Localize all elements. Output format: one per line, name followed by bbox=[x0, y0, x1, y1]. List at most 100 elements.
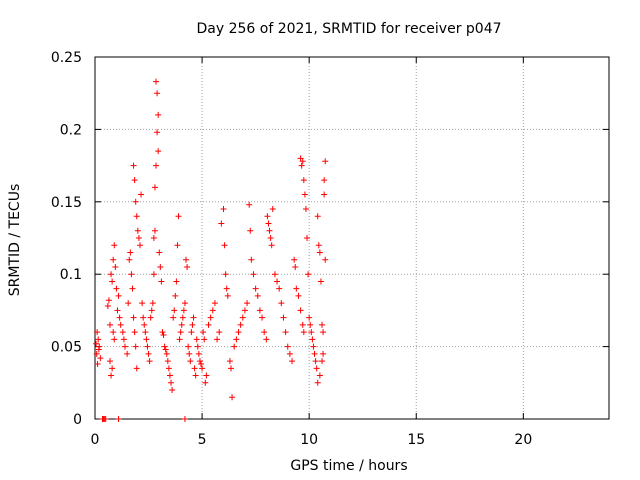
data-point bbox=[191, 365, 198, 372]
data-point bbox=[112, 263, 119, 270]
data-point bbox=[140, 314, 147, 321]
data-point bbox=[139, 300, 146, 307]
data-point bbox=[239, 314, 246, 321]
data-point bbox=[130, 314, 137, 321]
data-point bbox=[133, 365, 140, 372]
data-point bbox=[186, 350, 193, 357]
data-point bbox=[132, 343, 139, 350]
data-point bbox=[201, 336, 208, 343]
x-axis-label: GPS time / hours bbox=[290, 458, 407, 474]
data-point bbox=[106, 358, 113, 365]
data-point bbox=[162, 346, 169, 353]
data-point bbox=[172, 292, 179, 299]
y-tick-label: 0.05 bbox=[51, 340, 82, 356]
data-point bbox=[178, 321, 185, 328]
data-point bbox=[111, 336, 118, 343]
data-point bbox=[316, 372, 323, 379]
data-point bbox=[300, 329, 307, 336]
data-point bbox=[119, 329, 126, 336]
data-point bbox=[286, 350, 293, 357]
data-point bbox=[185, 343, 192, 350]
data-point bbox=[168, 379, 175, 386]
data-point bbox=[200, 329, 207, 336]
data-point bbox=[132, 198, 139, 205]
data-point bbox=[179, 314, 186, 321]
data-point bbox=[301, 191, 308, 198]
data-point bbox=[94, 329, 101, 336]
data-point bbox=[155, 148, 162, 155]
data-point bbox=[187, 358, 194, 365]
data-point bbox=[188, 329, 195, 336]
data-point bbox=[192, 372, 199, 379]
data-point bbox=[199, 365, 206, 372]
data-point bbox=[165, 365, 172, 372]
data-point bbox=[94, 360, 101, 367]
data-point bbox=[315, 242, 322, 249]
data-point bbox=[263, 336, 270, 343]
data-point bbox=[108, 372, 115, 379]
data-point bbox=[181, 300, 188, 307]
data-point bbox=[289, 358, 296, 365]
data-point bbox=[252, 285, 259, 292]
data-point bbox=[241, 307, 248, 314]
data-point bbox=[261, 329, 268, 336]
data-point bbox=[171, 307, 178, 314]
data-point bbox=[127, 249, 134, 256]
data-point bbox=[299, 158, 306, 165]
data-point bbox=[136, 242, 143, 249]
data-point bbox=[293, 285, 300, 292]
data-point bbox=[142, 329, 149, 336]
data-point bbox=[193, 336, 200, 343]
data-point bbox=[321, 177, 328, 184]
data-point bbox=[259, 314, 266, 321]
data-point bbox=[284, 343, 291, 350]
data-point bbox=[126, 256, 133, 263]
x-tick-label: 5 bbox=[198, 432, 207, 448]
data-point bbox=[161, 343, 168, 350]
data-point bbox=[223, 285, 230, 292]
data-point bbox=[244, 300, 251, 307]
data-point bbox=[144, 343, 151, 350]
data-point bbox=[95, 336, 102, 343]
data-point bbox=[233, 336, 240, 343]
data-point bbox=[248, 256, 255, 263]
axis-ticks bbox=[94, 56, 609, 420]
data-point bbox=[160, 332, 167, 339]
data-point bbox=[151, 227, 158, 234]
data-point bbox=[265, 220, 272, 227]
data-point bbox=[97, 355, 104, 362]
y-tick-label: 0.15 bbox=[51, 195, 82, 211]
data-point bbox=[109, 278, 116, 285]
data-point bbox=[102, 416, 109, 422]
x-tick-labels: 0 5 10 15 20 bbox=[91, 432, 533, 448]
data-point bbox=[196, 358, 203, 365]
data-point bbox=[124, 350, 131, 357]
data-point bbox=[320, 350, 327, 357]
data-point bbox=[280, 314, 287, 321]
x-tick-label: 0 bbox=[91, 432, 100, 448]
data-point bbox=[148, 307, 155, 314]
data-point bbox=[300, 177, 307, 184]
data-point bbox=[177, 329, 184, 336]
data-point bbox=[147, 314, 154, 321]
data-point bbox=[190, 314, 197, 321]
data-point bbox=[117, 321, 124, 328]
data-point bbox=[158, 278, 165, 285]
data-point bbox=[151, 184, 158, 191]
data-point bbox=[292, 263, 299, 270]
data-point bbox=[133, 213, 140, 220]
data-point bbox=[274, 278, 281, 285]
data-point bbox=[267, 235, 274, 241]
data-point bbox=[173, 278, 180, 285]
data-point bbox=[202, 379, 209, 386]
data-point bbox=[307, 321, 314, 328]
data-point bbox=[153, 162, 160, 169]
data-point bbox=[235, 329, 242, 336]
data-point bbox=[145, 350, 152, 357]
data-point bbox=[209, 307, 216, 314]
data-point bbox=[237, 321, 244, 328]
data-point bbox=[313, 365, 320, 372]
data-point bbox=[106, 321, 113, 328]
data-point bbox=[207, 314, 214, 321]
data-point bbox=[164, 358, 171, 365]
